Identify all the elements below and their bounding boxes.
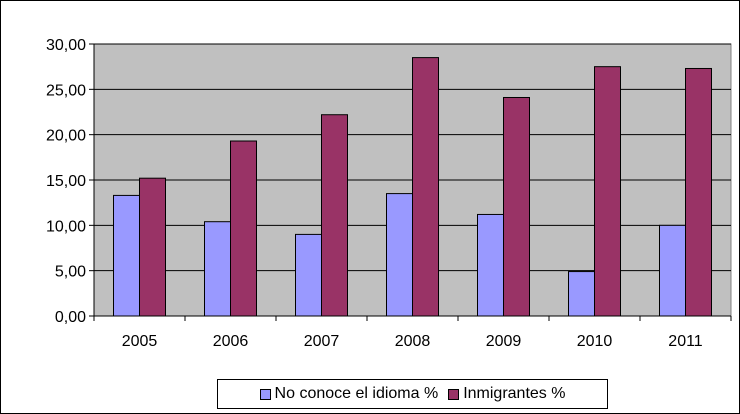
x-tick-label: 2007 xyxy=(304,333,340,350)
legend-entry-series-1: Inmigrantes % xyxy=(448,385,565,403)
bar-series-1-2005 xyxy=(139,177,166,317)
bar-series-0-2010 xyxy=(568,271,595,317)
x-tick-label: 2008 xyxy=(395,333,431,350)
x-tick-label: 2006 xyxy=(213,333,249,350)
y-tick-label: 30,00 xyxy=(46,37,86,54)
y-tick-label: 5,00 xyxy=(55,264,86,281)
x-tick-label: 2005 xyxy=(122,333,158,350)
bar-series-1-2010 xyxy=(594,66,621,317)
bar-series-1-2007 xyxy=(321,114,348,317)
bar-series-0-2007 xyxy=(295,233,322,317)
x-tick-label: 2009 xyxy=(486,333,522,350)
axes xyxy=(93,44,731,321)
legend: No conoce el idioma % Inmigrantes % xyxy=(217,379,608,409)
bar-series-0-2006 xyxy=(204,221,231,317)
y-tick-label: 20,00 xyxy=(46,128,86,145)
bar-series-1-2009 xyxy=(503,96,530,317)
x-tick-labels: 2005 2006 2007 2008 2009 2010 2011 xyxy=(122,316,732,350)
y-tick-label: 0,00 xyxy=(55,309,86,326)
y-tick-label: 10,00 xyxy=(46,218,86,235)
bar-series-0-2011 xyxy=(659,224,686,317)
bar-series-1-2011 xyxy=(685,67,712,317)
y-tick-label: 15,00 xyxy=(46,173,86,190)
legend-label-series-1: Inmigrantes % xyxy=(463,385,566,402)
y-tick-label: 25,00 xyxy=(46,82,86,99)
legend-swatch-series-0 xyxy=(259,388,271,400)
legend-entry-series-0: No conoce el idioma % xyxy=(259,385,439,403)
bar-series-0-2005 xyxy=(113,194,140,317)
bar-series-0-2008 xyxy=(386,193,413,317)
x-tick-label: 2010 xyxy=(577,333,613,350)
legend-label-series-0: No conoce el idioma % xyxy=(274,385,439,402)
bar-series-1-2008 xyxy=(412,57,439,317)
legend-swatch-series-1 xyxy=(448,388,460,400)
bar-series-0-2009 xyxy=(477,213,504,317)
bar-series-1-2006 xyxy=(230,140,257,317)
y-tick-labels: 0,00 5,00 10,00 15,00 20,00 25,00 30,00 xyxy=(46,37,94,326)
bars xyxy=(113,57,712,317)
x-tick-label: 2011 xyxy=(668,333,703,350)
